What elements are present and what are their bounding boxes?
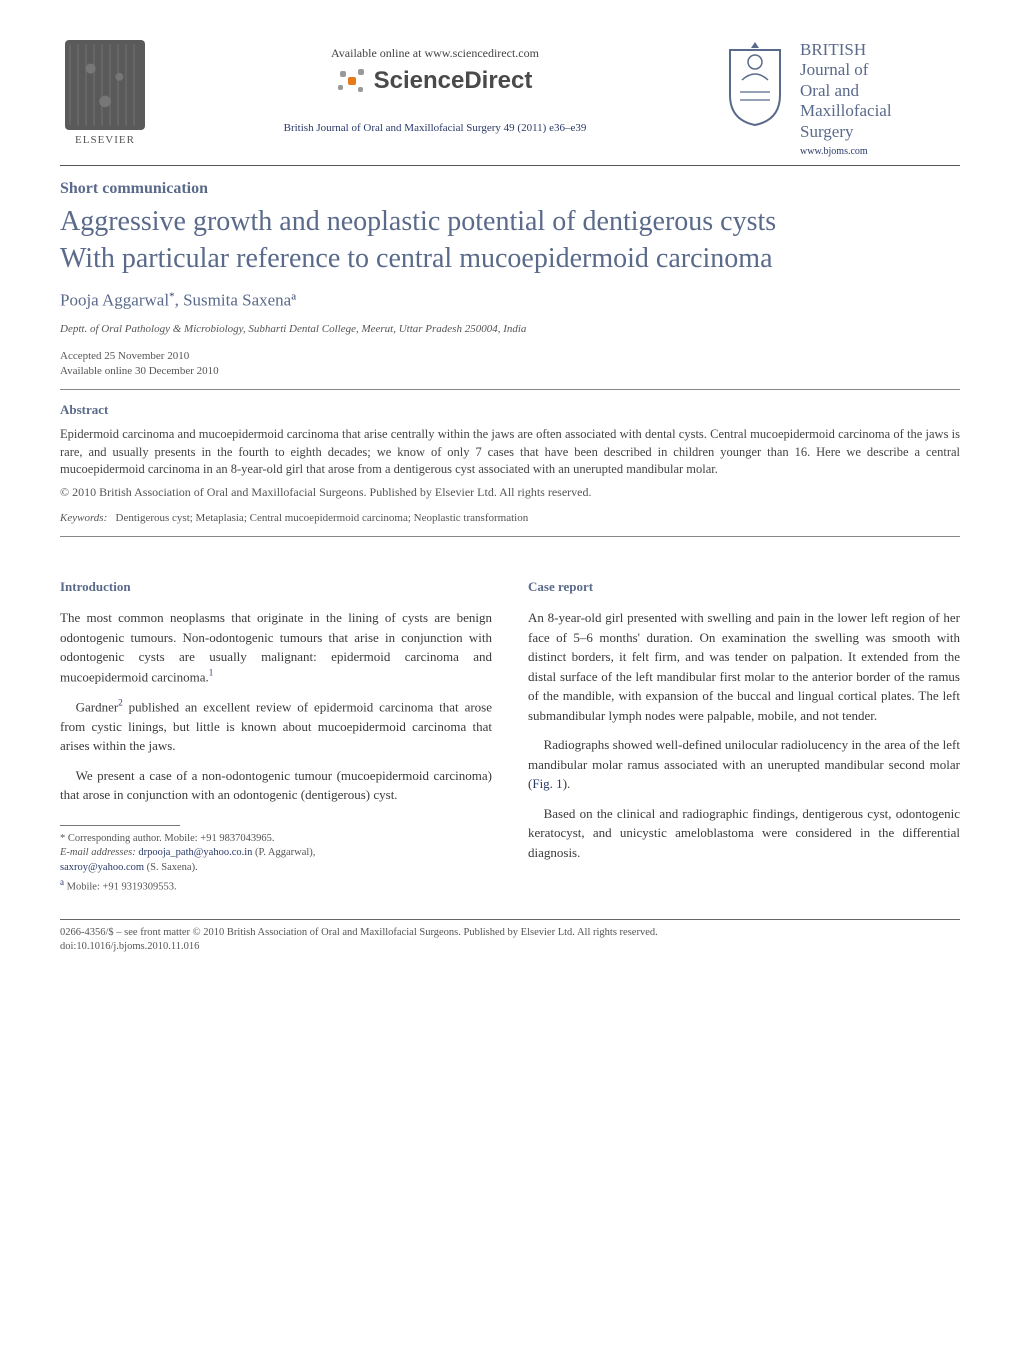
elsevier-label: ELSEVIER <box>75 134 135 146</box>
body-columns: Introduction The most common neoplasms t… <box>60 577 960 895</box>
case-para: Radiographs showed well-defined unilocul… <box>528 735 960 794</box>
abstract-body: Epidermoid carcinoma and mucoepidermoid … <box>60 426 960 479</box>
footer-doi[interactable]: doi:10.1016/j.bjoms.2010.11.016 <box>60 940 960 955</box>
elsevier-publisher-block: ELSEVIER <box>60 40 150 146</box>
sciencedirect-wordmark: ScienceDirect <box>374 67 533 95</box>
abstract-heading: Abstract <box>60 402 960 418</box>
email-who: (P. Aggarwal), <box>252 847 315 858</box>
journal-name-block: BRITISH Journal of Oral and Maxillofacia… <box>800 40 892 157</box>
page-header: ELSEVIER Available online at www.science… <box>60 40 960 157</box>
journal-url-text: www.bjoms.com <box>800 146 868 157</box>
email-link[interactable]: drpooja_path@yahoo.co.in <box>138 847 252 858</box>
section-heading-introduction: Introduction <box>60 577 492 597</box>
article-type: Short communication <box>60 180 960 198</box>
para-text: The most common neoplasms that originate… <box>60 610 492 684</box>
author-note: a Mobile: +91 9319309553. <box>60 876 492 895</box>
intro-para: The most common neoplasms that originate… <box>60 608 492 686</box>
journal-reference[interactable]: British Journal of Oral and Maxillofacia… <box>150 122 720 134</box>
available-online-text: Available online at www.sciencedirect.co… <box>150 46 720 61</box>
note-mark: a <box>60 877 64 887</box>
case-para: An 8-year-old girl presented with swelli… <box>528 608 960 725</box>
article-dates: Accepted 25 November 2010 Available onli… <box>60 349 960 380</box>
journal-name-line: Journal of <box>800 60 892 80</box>
intro-para: We present a case of a non-odontogenic t… <box>60 766 492 805</box>
email-footnote: E-mail addresses: drpooja_path@yahoo.co.… <box>60 846 492 861</box>
sciencedirect-mark-icon <box>338 67 366 95</box>
journal-name-line: Maxillofacial <box>800 101 892 121</box>
para-text: Gardner <box>76 699 119 714</box>
footnote-separator <box>60 825 180 826</box>
article-title: Aggressive growth and neoplastic potenti… <box>60 204 960 239</box>
para-text: Radiographs showed well-defined unilocul… <box>528 737 960 791</box>
email-who: (S. Saxena). <box>144 862 198 873</box>
journal-name-line: Surgery <box>800 122 892 142</box>
case-para: Based on the clinical and radiographic f… <box>528 804 960 863</box>
page-footer: 0266-4356/$ – see front matter © 2010 Br… <box>60 926 960 955</box>
email-label: E-mail addresses: <box>60 847 136 858</box>
author-affil-mark[interactable]: a <box>291 291 296 310</box>
right-column: Case report An 8-year-old girl presented… <box>528 577 960 895</box>
footer-rule <box>60 919 960 920</box>
footnotes: * Corresponding author. Mobile: +91 9837… <box>60 832 492 895</box>
author-name[interactable]: Pooja Aggarwal <box>60 291 169 310</box>
corresponding-author-footnote: * Corresponding author. Mobile: +91 9837… <box>60 832 492 847</box>
keywords-values: Dentigerous cyst; Metaplasia; Central mu… <box>116 512 529 524</box>
journal-url[interactable]: www.bjoms.com <box>800 146 892 157</box>
journal-reference-text: British Journal of Oral and Maxillofacia… <box>284 122 587 134</box>
author-name[interactable]: , Susmita Saxena <box>175 291 292 310</box>
article-subtitle: With particular reference to central muc… <box>60 241 960 276</box>
journal-crest-icon <box>720 40 790 130</box>
date-accepted: Accepted 25 November 2010 <box>60 349 960 364</box>
journal-name-line: BRITISH <box>800 40 892 60</box>
doi-text: doi:10.1016/j.bjoms.2010.11.016 <box>60 941 199 952</box>
email-footnote: saxroy@yahoo.com (S. Saxena). <box>60 861 492 876</box>
intro-para: Gardner2 published an excellent review o… <box>60 697 492 756</box>
abstract-top-rule <box>60 389 960 390</box>
para-text: ). <box>563 776 571 791</box>
sciencedirect-logo[interactable]: ScienceDirect <box>338 67 533 95</box>
citation-link[interactable]: 1 <box>209 669 214 684</box>
center-header: Available online at www.sciencedirect.co… <box>150 40 720 134</box>
section-heading-case-report: Case report <box>528 577 960 597</box>
footer-copyright: 0266-4356/$ – see front matter © 2010 Br… <box>60 926 960 941</box>
journal-name-line: Oral and <box>800 81 892 101</box>
keywords-label: Keywords: <box>60 512 107 524</box>
affiliation: Deptt. of Oral Pathology & Microbiology,… <box>60 323 960 335</box>
journal-brand-block: BRITISH Journal of Oral and Maxillofacia… <box>720 40 960 157</box>
authors-line: Pooja Aggarwal*, Susmita Saxenaa <box>60 290 960 311</box>
elsevier-tree-logo-icon <box>65 40 145 130</box>
abstract-copyright: © 2010 British Association of Oral and M… <box>60 485 960 500</box>
para-text: published an excellent review of epiderm… <box>60 699 492 753</box>
keywords-line: Keywords: Dentigerous cyst; Metaplasia; … <box>60 512 960 524</box>
figure-link[interactable]: Fig. 1 <box>532 776 562 791</box>
date-online: Available online 30 December 2010 <box>60 364 960 379</box>
note-text: Mobile: +91 9319309553. <box>67 881 177 892</box>
abstract-bottom-rule <box>60 536 960 537</box>
header-rule <box>60 165 960 166</box>
email-link[interactable]: saxroy@yahoo.com <box>60 862 144 873</box>
left-column: Introduction The most common neoplasms t… <box>60 577 492 895</box>
